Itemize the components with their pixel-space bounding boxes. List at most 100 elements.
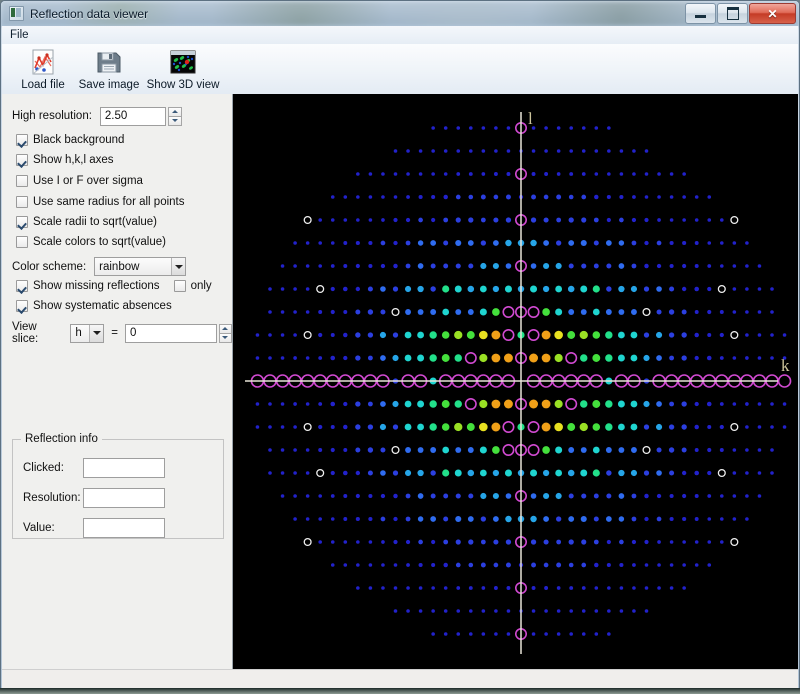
reflection-point bbox=[644, 516, 649, 522]
view-slice-chevron-down-icon[interactable] bbox=[89, 324, 104, 342]
view-slice-spinner[interactable] bbox=[218, 323, 232, 343]
view-slice-axis-select[interactable]: h bbox=[70, 323, 105, 343]
reflection-point bbox=[368, 195, 373, 199]
checkbox-scale-radii[interactable]: Scale radii to sqrt(value) bbox=[16, 216, 157, 228]
title-bar: Reflection data viewer ✕ bbox=[1, 1, 799, 26]
checkbox-scale-radii-box[interactable] bbox=[16, 216, 28, 228]
reflection-point bbox=[392, 286, 399, 292]
reflection-point bbox=[480, 240, 487, 246]
reflection-point bbox=[554, 330, 563, 340]
checkbox-show-missing-reflections-box[interactable] bbox=[16, 280, 28, 292]
load-file-button[interactable]: Load file bbox=[10, 47, 76, 91]
reflection-point bbox=[380, 493, 386, 499]
view-slice-spin-down[interactable] bbox=[218, 332, 232, 343]
close-icon: ✕ bbox=[767, 6, 778, 21]
reflection-point bbox=[656, 309, 662, 315]
systematic-absence bbox=[391, 307, 400, 317]
reflection-point bbox=[542, 308, 550, 316]
missing-reflection bbox=[464, 397, 477, 410]
reflection-point bbox=[682, 263, 687, 269]
reflection-point bbox=[631, 539, 637, 545]
save-image-button[interactable]: Save image bbox=[76, 47, 142, 91]
reflection-plot-canvas[interactable]: lk bbox=[233, 94, 798, 669]
reflection-point bbox=[480, 262, 487, 270]
high-resolution-spinner[interactable] bbox=[167, 106, 182, 126]
reflection-point bbox=[656, 401, 662, 407]
reflection-point bbox=[455, 515, 462, 523]
checkbox-scale-radii-label: Scale radii to sqrt(value) bbox=[33, 216, 157, 228]
reflection-info-resolution-input[interactable] bbox=[83, 488, 165, 508]
reflection-point bbox=[430, 286, 436, 292]
reflection-point bbox=[694, 424, 699, 430]
reflection-point bbox=[381, 195, 385, 199]
close-button[interactable]: ✕ bbox=[749, 3, 796, 24]
reflection-point bbox=[505, 493, 512, 499]
color-scheme-label: Color scheme: bbox=[12, 260, 87, 273]
checkbox-show-hkl-axes[interactable]: Show h,k,l axes bbox=[16, 154, 114, 166]
checkbox-scale-colors-box[interactable] bbox=[16, 236, 28, 248]
chevron-down-icon[interactable] bbox=[171, 258, 186, 275]
reflection-info-clicked-input[interactable] bbox=[83, 458, 165, 478]
high-resolution-spin-up[interactable] bbox=[167, 106, 182, 116]
reflection-point bbox=[493, 240, 499, 246]
checkbox-show-systematic-absences-box[interactable] bbox=[16, 300, 28, 312]
checkbox-only-box[interactable] bbox=[173, 280, 186, 292]
reflection-point bbox=[656, 263, 662, 269]
color-scheme-select[interactable]: rainbow bbox=[94, 257, 187, 276]
reflection-point bbox=[318, 218, 322, 222]
reflection-point bbox=[543, 492, 550, 500]
reflection-point bbox=[681, 447, 687, 453]
systematic-absence bbox=[642, 445, 651, 455]
checkbox-show-systematic-absences[interactable]: Show systematic absences bbox=[16, 300, 172, 312]
reflection-point bbox=[707, 540, 712, 544]
checkbox-use-same-radius[interactable]: Use same radius for all points bbox=[16, 196, 184, 208]
reflection-point bbox=[656, 355, 662, 361]
reflection-point bbox=[579, 330, 588, 340]
view-slice-input[interactable] bbox=[124, 323, 217, 343]
reflection-point bbox=[455, 309, 462, 315]
high-resolution-spin-down[interactable] bbox=[167, 115, 182, 126]
reflection-point bbox=[694, 286, 699, 292]
reflection-info-value-input[interactable] bbox=[83, 518, 165, 538]
reflection-point bbox=[293, 356, 297, 360]
reflection-point bbox=[468, 539, 474, 545]
reflection-point bbox=[592, 446, 600, 454]
reflection-point bbox=[343, 264, 348, 268]
checkbox-use-same-radius-box[interactable] bbox=[16, 196, 28, 208]
checkbox-use-i-or-f-over-sigma-box[interactable] bbox=[16, 175, 28, 187]
reflection-point bbox=[494, 126, 498, 130]
reflection-point bbox=[530, 539, 537, 545]
checkbox-black-background[interactable]: Black background bbox=[16, 134, 124, 146]
reflection-point bbox=[393, 563, 398, 567]
menu-item-file[interactable]: File bbox=[10, 29, 29, 41]
reflection-point bbox=[707, 286, 712, 292]
reflection-point bbox=[681, 309, 687, 315]
reflection-point bbox=[367, 470, 373, 476]
minimize-button[interactable] bbox=[685, 3, 716, 24]
checkbox-show-hkl-axes-box[interactable] bbox=[16, 154, 28, 166]
reflection-point bbox=[694, 355, 699, 361]
reflection-point bbox=[531, 609, 536, 613]
reflection-point bbox=[431, 586, 435, 590]
reflection-point bbox=[682, 195, 686, 199]
view-slice-spin-up[interactable] bbox=[218, 323, 232, 333]
checkbox-use-i-or-f-over-sigma[interactable]: Use I or F over sigma bbox=[16, 175, 143, 187]
checkbox-show-missing-reflections[interactable]: Show missing reflections only bbox=[16, 280, 212, 292]
reflection-point bbox=[268, 333, 272, 337]
reflection-point bbox=[732, 287, 737, 291]
toolbar: Load file Save image bbox=[2, 44, 798, 98]
reflection-point bbox=[343, 218, 348, 222]
maximize-button[interactable] bbox=[717, 3, 748, 24]
reflection-point bbox=[417, 331, 425, 339]
reflection-point bbox=[431, 194, 436, 200]
reflection-point bbox=[443, 493, 449, 499]
show-3d-view-button[interactable]: Show 3D view bbox=[142, 47, 224, 91]
high-resolution-input[interactable] bbox=[99, 106, 166, 126]
checkbox-scale-colors[interactable]: Scale colors to sqrt(value) bbox=[16, 236, 166, 248]
reflection-point bbox=[479, 446, 487, 454]
reflection-point bbox=[682, 586, 686, 590]
checkbox-black-background-box[interactable] bbox=[16, 134, 28, 146]
reflection-point bbox=[404, 354, 412, 362]
save-image-icon bbox=[94, 49, 124, 77]
